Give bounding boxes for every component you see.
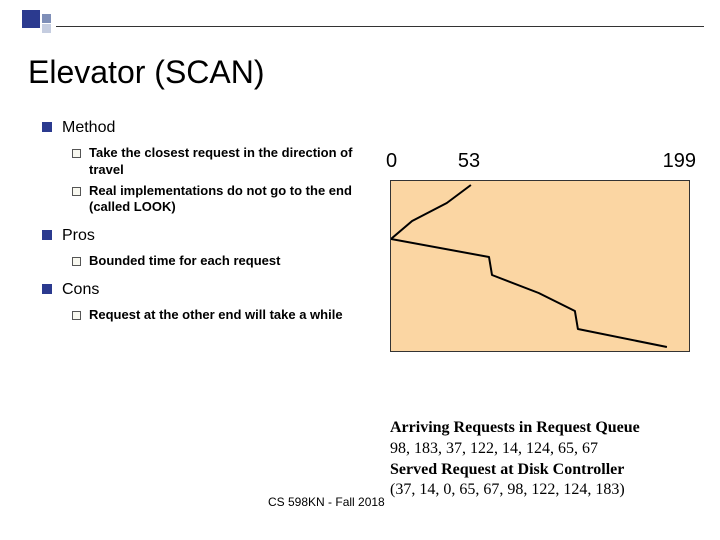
served-list: (37, 14, 0, 65, 67, 98, 122, 124, 183) (390, 480, 710, 501)
axis-label-right: 199 (663, 150, 696, 173)
sub-bullet-icon (72, 311, 81, 320)
list-item: Take the closest request in the directio… (72, 145, 372, 179)
track-box (390, 180, 690, 352)
bullet-icon (42, 122, 52, 132)
axis-label-left: 0 (386, 150, 397, 173)
footer-text: CS 598KN - Fall 2018 (268, 495, 385, 509)
section-pros: Pros (42, 226, 372, 247)
header-rule (56, 26, 704, 27)
header-accent (0, 0, 720, 8)
sub-item-text: Take the closest request in the directio… (89, 145, 372, 179)
bullet-icon (42, 230, 52, 240)
sub-item-text: Real implementations do not go to the en… (89, 183, 372, 217)
accent-square-small-2 (42, 24, 51, 33)
sub-bullet-icon (72, 187, 81, 196)
section-heading: Pros (62, 226, 95, 247)
axis-label-start: 53 (458, 150, 480, 173)
list-item: Bounded time for each request (72, 253, 372, 270)
accent-square-large (22, 10, 40, 28)
arriving-heading: Arriving Requests in Request Queue (390, 418, 710, 439)
accent-square-small-1 (42, 14, 51, 23)
queue-block: Arriving Requests in Request Queue 98, 1… (390, 418, 710, 501)
arriving-list: 98, 183, 37, 122, 14, 124, 65, 67 (390, 439, 710, 460)
section-method: Method (42, 118, 372, 139)
sub-item-text: Bounded time for each request (89, 253, 280, 270)
list-item: Real implementations do not go to the en… (72, 183, 372, 217)
sub-item-text: Request at the other end will take a whi… (89, 307, 343, 324)
served-heading: Served Request at Disk Controller (390, 460, 710, 481)
scan-diagram: 0 53 199 (390, 150, 690, 362)
section-heading: Cons (62, 280, 99, 301)
sub-bullet-icon (72, 149, 81, 158)
slide-title: Elevator (SCAN) (28, 54, 265, 91)
sub-bullet-icon (72, 257, 81, 266)
section-cons: Cons (42, 280, 372, 301)
scan-path (391, 181, 691, 353)
list-item: Request at the other end will take a whi… (72, 307, 372, 324)
bullet-content: Method Take the closest request in the d… (42, 118, 372, 334)
bullet-icon (42, 284, 52, 294)
section-heading: Method (62, 118, 115, 139)
